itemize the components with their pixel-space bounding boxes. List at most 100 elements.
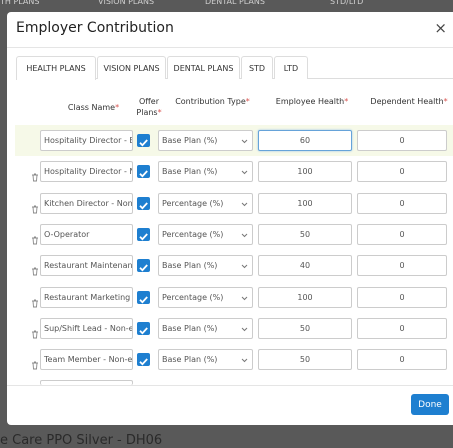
contribution-type-select[interactable]: Base Plan (%) — [158, 317, 253, 339]
offer-checkbox[interactable] — [137, 227, 150, 241]
background-text: e Care PPO Silver - DH06 — [0, 433, 163, 448]
close-button[interactable]: × — [434, 19, 447, 37]
table-row: Restaurant Maintenanc Base Plan (%) 40 0 — [15, 250, 453, 281]
column-header: Class Name* — [47, 102, 140, 113]
tab[interactable]: VISION PLANS — [97, 56, 166, 79]
column-header: Contribution Type* — [165, 96, 260, 107]
dependent-health-input[interactable]: 0 — [357, 161, 447, 183]
tab[interactable]: HEALTH PLANS — [16, 56, 96, 80]
select-arrow — [241, 325, 248, 334]
dependent-health-input[interactable]: 0 — [357, 349, 447, 371]
required-mark: * — [344, 97, 349, 106]
delete-icon[interactable] — [31, 230, 39, 249]
done-button[interactable]: Done — [411, 394, 449, 415]
class-name-input[interactable]: Kitchen Director - Non-e — [40, 192, 133, 214]
delete-icon[interactable] — [31, 293, 39, 312]
modal-title: Employer Contribution — [16, 20, 174, 36]
required-mark: * — [443, 97, 448, 106]
table-row: Hospitality Director - Exe Base Plan (%) 6… — [15, 125, 453, 156]
dependent-health-input[interactable]: 0 — [357, 255, 447, 277]
tab-bar: HEALTH PLANS VISION PLANS DENTAL PLANS STD L… — [16, 56, 453, 80]
divider — [7, 385, 453, 386]
delete-icon[interactable] — [31, 355, 39, 374]
select-value: Percentage (%) — [162, 229, 224, 239]
dependent-health-input[interactable]: 0 — [357, 223, 447, 245]
background-tab: VISION PLANS — [98, 0, 155, 6]
divider — [7, 47, 453, 48]
background-tabs: TH PLANS VISION PLANS DENTAL PLANS STD/LTD — [0, 0, 453, 9]
employee-health-input[interactable]: 50 — [258, 223, 352, 245]
table-row: Hospitality Director - No Base Plan (%) 10… — [15, 156, 453, 187]
class-name-input[interactable]: Sup/Shift Lead - Non-exe — [40, 317, 133, 339]
table-row: O-Operator Percentage (%) 50 0 — [15, 219, 453, 250]
header-text: Employee Health — [275, 97, 345, 106]
header-text: Offer Plans — [136, 97, 160, 117]
contribution-type-select[interactable]: Base Plan (%) — [158, 255, 253, 277]
offer-checkbox[interactable] — [137, 353, 150, 367]
select-value: Base Plan (%) — [162, 323, 218, 333]
column-header: Dependent Health* — [364, 96, 453, 107]
required-mark: * — [245, 97, 250, 106]
offer-checkbox[interactable] — [137, 196, 150, 210]
select-value: Percentage (%) — [162, 292, 224, 302]
employee-health-input[interactable]: 100 — [258, 286, 352, 308]
dependent-health-input[interactable]: 0 — [357, 192, 447, 214]
required-mark: * — [157, 108, 162, 117]
class-name-input[interactable]: Hospitality Director - Exe — [40, 130, 133, 151]
table-row: Restaurant Marketing Di Percentage (%) 100… — [15, 282, 453, 313]
select-arrow — [241, 356, 248, 365]
employee-health-input[interactable]: 100 — [258, 161, 352, 183]
offer-checkbox[interactable] — [137, 290, 150, 304]
class-name-input[interactable]: Hospitality Director - No — [40, 161, 133, 183]
delete-icon[interactable] — [31, 199, 39, 218]
employee-health-input[interactable]: 50 — [258, 317, 352, 339]
select-arrow — [241, 168, 248, 177]
select-value: Base Plan (%) — [162, 261, 218, 271]
select-value: Base Plan (%) — [162, 136, 218, 145]
employee-health-input[interactable]: 40 — [258, 255, 352, 277]
header-text: Class Name — [67, 103, 116, 112]
delete-icon[interactable] — [31, 324, 39, 343]
contribution-type-select[interactable]: Percentage (%) — [158, 192, 253, 214]
class-name-input[interactable]: Restaurant Maintenanc — [40, 255, 133, 277]
employee-health-input[interactable]: 50 — [258, 349, 352, 371]
select-arrow — [241, 200, 248, 209]
table-row: Kitchen Director - Non-e Percentage (%) 10… — [15, 188, 453, 219]
background-tab: STD/LTD — [330, 0, 364, 6]
contribution-type-select[interactable]: Percentage (%) — [158, 223, 253, 245]
select-value: Base Plan (%) — [162, 355, 218, 365]
tab[interactable]: DENTAL PLANS — [167, 56, 240, 79]
select-arrow — [241, 262, 248, 271]
background-tab: DENTAL PLANS — [205, 0, 265, 6]
offer-checkbox[interactable] — [137, 165, 150, 179]
tab[interactable]: LTD — [274, 56, 308, 79]
contribution-type-select[interactable]: Base Plan (%) — [158, 349, 253, 371]
contribution-type-select[interactable]: Base Plan (%) — [158, 130, 253, 151]
offer-checkbox[interactable] — [137, 321, 150, 335]
table-row: Sup/Shift Lead - Non-exe Base Plan (%) 50 0 — [15, 313, 453, 344]
table-row-partial — [40, 380, 133, 385]
delete-icon[interactable] — [31, 167, 39, 186]
select-arrow — [241, 231, 248, 240]
table-row: Team Member - Non-exe Base Plan (%) 50 0 — [15, 344, 453, 375]
dependent-health-input[interactable]: 0 — [357, 286, 447, 308]
offer-checkbox[interactable] — [137, 259, 150, 273]
modal: Employer Contribution × HEALTH PLANS VISI… — [7, 12, 453, 425]
tab[interactable]: STD — [241, 56, 273, 79]
select-value: Percentage (%) — [162, 198, 224, 208]
contribution-type-select[interactable]: Base Plan (%) — [158, 161, 253, 183]
dependent-health-input[interactable]: 0 — [357, 130, 447, 151]
class-name-input[interactable]: Team Member - Non-exe — [40, 349, 133, 371]
employee-health-input[interactable]: 60 — [258, 130, 352, 151]
delete-icon[interactable] — [31, 261, 39, 280]
class-name-input[interactable]: Restaurant Marketing Di — [40, 286, 133, 308]
dependent-health-input[interactable]: 0 — [357, 317, 447, 339]
select-value: Base Plan (%) — [162, 167, 218, 177]
contribution-type-select[interactable]: Percentage (%) — [158, 286, 253, 308]
employee-health-input[interactable]: 100 — [258, 192, 352, 214]
class-name-input[interactable]: O-Operator — [40, 223, 133, 245]
offer-checkbox[interactable] — [137, 134, 150, 147]
select-arrow — [241, 294, 248, 303]
column-header: Offer Plans* — [135, 96, 163, 118]
